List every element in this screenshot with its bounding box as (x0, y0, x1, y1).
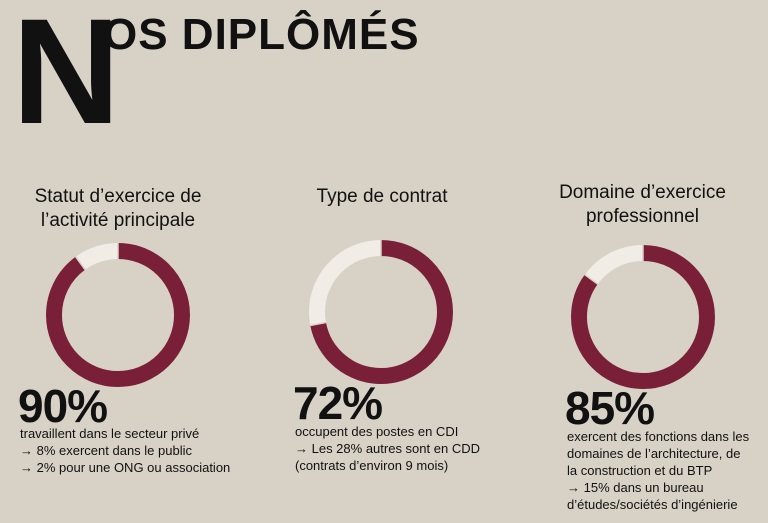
chart-title-line: Domaine d’exercice (559, 182, 726, 203)
description-line: → Les 28% autres sont en CDD (295, 441, 480, 456)
chart-title-statut: Statut d’exercice de l’activité principa… (0, 185, 236, 233)
percentage-value: 72% (293, 377, 383, 429)
chart-title-line: l’activité principale (40, 210, 196, 231)
description-line: → 2% pour une ONG ou association (20, 460, 231, 475)
chart-title-domaine: Domaine d’exercice professionnel (540, 181, 745, 229)
description-line: → 8% exercent dans le public (20, 443, 192, 458)
donut-slice-main (46, 243, 190, 387)
percentage-value: 85% (565, 382, 655, 434)
slice-separator (584, 274, 599, 285)
description-line: → 15% dans un bureau (567, 480, 704, 495)
description-line: exercent des fonctions dans les (567, 429, 750, 444)
title-initial: N (12, 0, 120, 155)
description-line: travaillent dans le secteur privé (20, 426, 200, 441)
donut-chart-contrat (309, 240, 453, 384)
chart-title-contrat: Type de contrat (282, 185, 482, 209)
slice-separator (75, 256, 86, 271)
chart-description: travaillent dans le secteur privé → 8% e… (20, 425, 230, 476)
chart-description: exercent des fonctions dans les domaines… (567, 428, 749, 513)
description-line: occupent des postes en CDI (295, 424, 459, 439)
donut-chart-domaine (571, 245, 715, 389)
donut-chart-statut (46, 243, 190, 387)
percentage-value: 90% (18, 380, 108, 432)
chart-title-line: professionnel (585, 206, 700, 227)
description-line: domaines de l’architecture, de (567, 446, 741, 461)
chart-description: occupent des postes en CDI → Les 28% aut… (295, 423, 480, 474)
chart-title-line: Statut d’exercice de (34, 186, 202, 207)
slice-separator (310, 321, 327, 327)
description-line: la construction et du BTP (567, 463, 713, 478)
description-line: d’études/sociétés d’ingénierie (567, 497, 738, 512)
page-title: OS DIPLÔMÉS (103, 10, 420, 59)
description-line: (contrats d’environ 9 mois) (295, 458, 449, 473)
chart-title-line: Type de contrat (316, 186, 448, 207)
